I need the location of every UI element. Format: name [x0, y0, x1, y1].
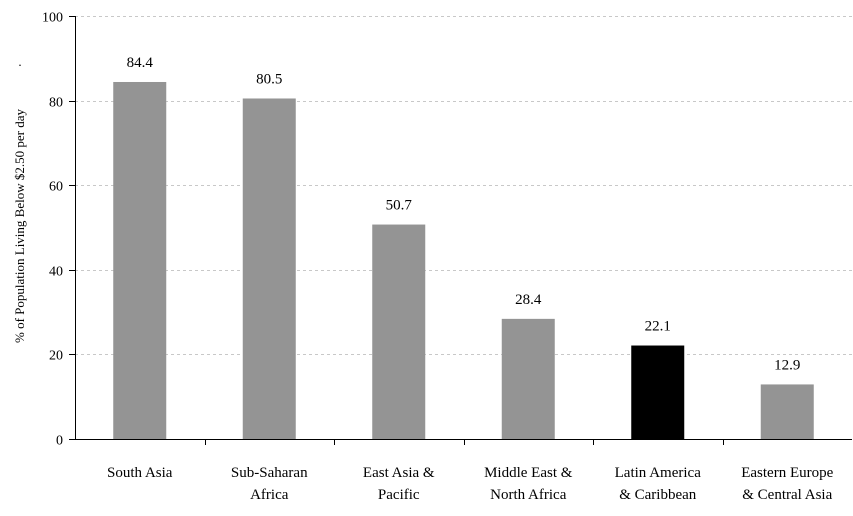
data-label: 80.5: [256, 71, 282, 87]
data-label: 28.4: [515, 292, 542, 308]
data-label: 12.9: [774, 357, 800, 373]
bars: [113, 81, 814, 440]
x-category-label-line: Africa: [250, 487, 289, 503]
bar: [113, 81, 167, 439]
x-category-label-line: & Caribbean: [619, 487, 697, 503]
bar: [631, 345, 685, 439]
x-category-label-line: South Asia: [107, 465, 173, 481]
y-tick-label: 60: [49, 180, 63, 195]
y-tick-label: 0: [56, 434, 63, 449]
x-category-label-line: North Africa: [490, 487, 567, 503]
y-tick-label: 40: [49, 265, 63, 280]
x-category-label: Middle East & North Africa: [484, 465, 573, 503]
x-category-label: Latin America & Caribbean: [615, 465, 702, 503]
axes: [69, 16, 852, 445]
data-label: 50.7: [386, 198, 413, 214]
data-label: 22.1: [645, 319, 671, 335]
y-axis-title: % of Population Living Below $2.50 per d…: [12, 109, 27, 343]
data-label: 84.4: [127, 55, 154, 71]
stray-dot: .: [18, 54, 21, 69]
y-tick-label: 80: [49, 96, 63, 111]
y-tick-label: 100: [42, 11, 63, 26]
x-category-label-line: East Asia &: [363, 465, 435, 481]
x-category-label-line: Latin America: [615, 465, 702, 481]
x-category-label: East Asia & Pacific: [363, 465, 435, 503]
y-tick-label: 20: [49, 349, 63, 364]
bar: [372, 224, 426, 439]
gridlines: [75, 16, 852, 355]
x-category-label-line: Middle East &: [484, 465, 573, 481]
labels: 0 20 40 60 80 100 84.4 80.5 50.7 28.4 22.1 12.9 Sout…: [12, 11, 834, 504]
x-category-label-line: Pacific: [378, 487, 420, 503]
x-category-label: Eastern Europe & Central Asia: [741, 465, 833, 503]
x-category-label-line: & Central Asia: [742, 487, 832, 503]
bar: [760, 384, 814, 439]
x-category-label: Sub-Saharan Africa: [231, 465, 308, 503]
bar: [501, 318, 555, 439]
x-category-label-line: Eastern Europe: [741, 465, 833, 481]
bar: [242, 98, 296, 440]
x-category-label-line: Sub-Saharan: [231, 465, 308, 481]
x-category-label: South Asia: [107, 465, 173, 481]
